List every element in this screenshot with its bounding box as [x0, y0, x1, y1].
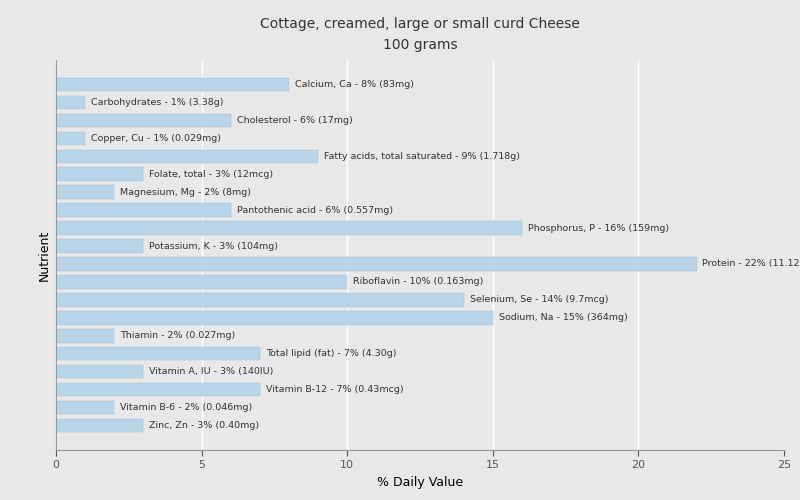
Bar	[56, 419, 143, 432]
Bar	[56, 78, 289, 91]
Bar	[56, 311, 493, 324]
Text: Riboflavin - 10% (0.163mg): Riboflavin - 10% (0.163mg)	[353, 278, 483, 286]
Bar	[56, 132, 85, 145]
Bar	[56, 257, 697, 270]
Text: Fatty acids, total saturated - 9% (1.718g): Fatty acids, total saturated - 9% (1.718…	[324, 152, 520, 161]
Text: Calcium, Ca - 8% (83mg): Calcium, Ca - 8% (83mg)	[294, 80, 414, 89]
Text: Folate, total - 3% (12mcg): Folate, total - 3% (12mcg)	[149, 170, 274, 178]
Text: Copper, Cu - 1% (0.029mg): Copper, Cu - 1% (0.029mg)	[91, 134, 221, 143]
Bar	[56, 150, 318, 163]
Bar	[56, 293, 464, 306]
Bar	[56, 383, 260, 396]
Bar	[56, 347, 260, 360]
Bar	[56, 222, 522, 235]
Text: Protein - 22% (11.12g): Protein - 22% (11.12g)	[702, 260, 800, 268]
Y-axis label: Nutrient: Nutrient	[38, 230, 50, 280]
Text: Vitamin A, IU - 3% (140IU): Vitamin A, IU - 3% (140IU)	[149, 367, 274, 376]
Text: Zinc, Zn - 3% (0.40mg): Zinc, Zn - 3% (0.40mg)	[149, 421, 259, 430]
Bar	[56, 186, 114, 199]
Bar	[56, 365, 143, 378]
Text: Pantothenic acid - 6% (0.557mg): Pantothenic acid - 6% (0.557mg)	[237, 206, 393, 214]
Bar	[56, 204, 230, 217]
Text: Cholesterol - 6% (17mg): Cholesterol - 6% (17mg)	[237, 116, 352, 125]
X-axis label: % Daily Value: % Daily Value	[377, 476, 463, 489]
Bar	[56, 240, 143, 253]
Text: Magnesium, Mg - 2% (8mg): Magnesium, Mg - 2% (8mg)	[120, 188, 251, 196]
Text: Sodium, Na - 15% (364mg): Sodium, Na - 15% (364mg)	[498, 314, 627, 322]
Bar	[56, 168, 143, 181]
Bar	[56, 329, 114, 342]
Bar	[56, 275, 347, 288]
Text: Vitamin B-6 - 2% (0.046mg): Vitamin B-6 - 2% (0.046mg)	[120, 403, 252, 412]
Bar	[56, 401, 114, 414]
Text: Carbohydrates - 1% (3.38g): Carbohydrates - 1% (3.38g)	[91, 98, 223, 107]
Text: Phosphorus, P - 16% (159mg): Phosphorus, P - 16% (159mg)	[528, 224, 669, 232]
Bar	[56, 114, 230, 127]
Text: Vitamin B-12 - 7% (0.43mcg): Vitamin B-12 - 7% (0.43mcg)	[266, 385, 403, 394]
Text: Thiamin - 2% (0.027mg): Thiamin - 2% (0.027mg)	[120, 332, 235, 340]
Text: Potassium, K - 3% (104mg): Potassium, K - 3% (104mg)	[149, 242, 278, 250]
Title: Cottage, creamed, large or small curd Cheese
100 grams: Cottage, creamed, large or small curd Ch…	[260, 18, 580, 52]
Bar	[56, 96, 85, 109]
Text: Total lipid (fat) - 7% (4.30g): Total lipid (fat) - 7% (4.30g)	[266, 349, 396, 358]
Text: Selenium, Se - 14% (9.7mcg): Selenium, Se - 14% (9.7mcg)	[470, 296, 608, 304]
